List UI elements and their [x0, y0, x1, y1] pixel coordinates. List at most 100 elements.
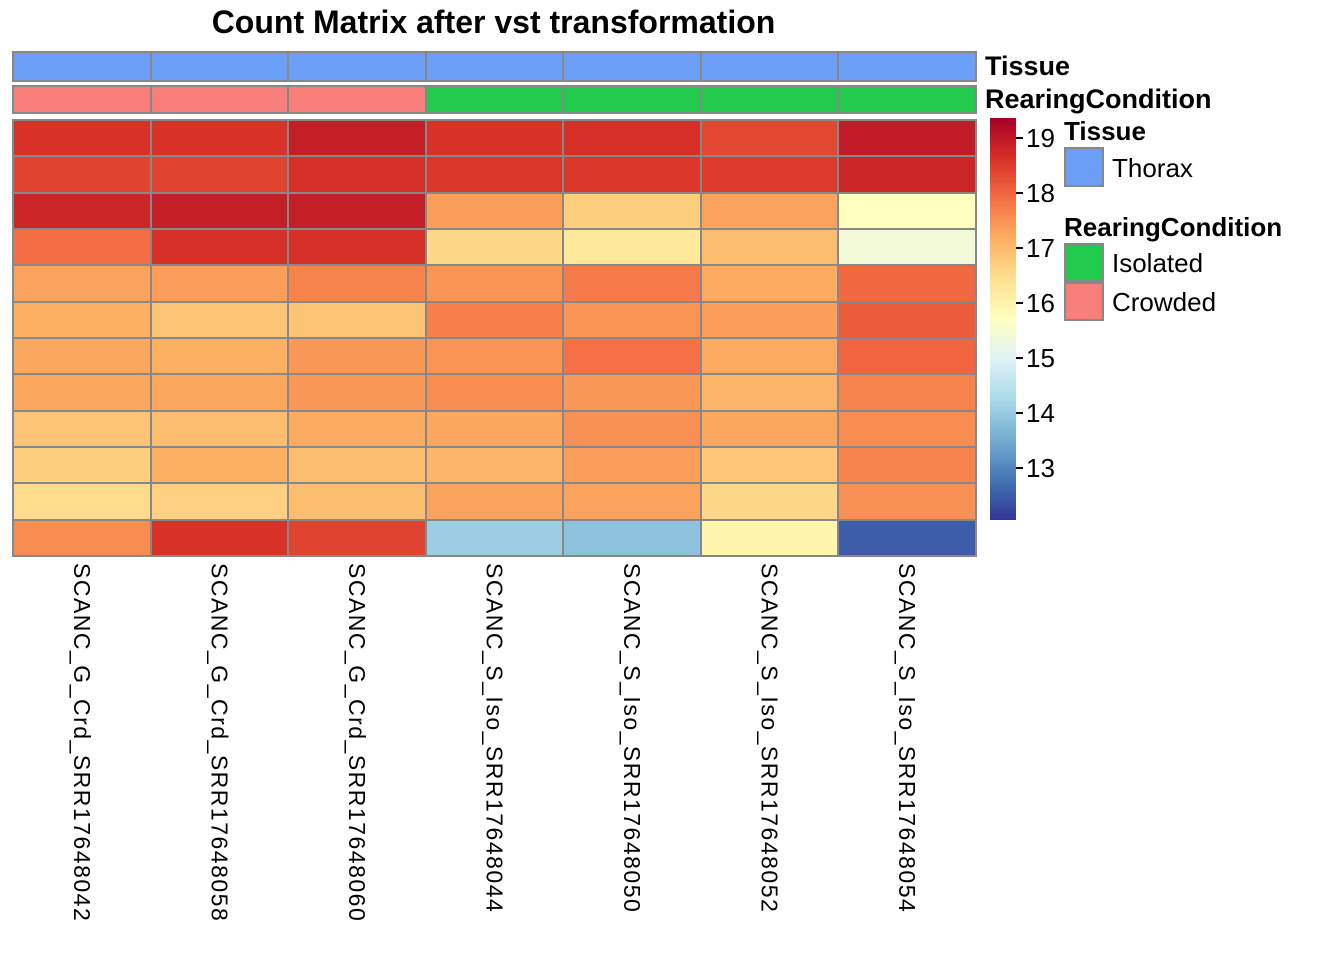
colorbar-tick-label: 15: [1026, 342, 1055, 373]
heatmap-cell: [425, 192, 564, 229]
heatmap-cell: [838, 337, 976, 375]
heatmap-cell: [288, 120, 426, 157]
heatmap-cell: [700, 410, 839, 447]
heatmap-cell: [13, 228, 151, 266]
heatmap-cell: [563, 265, 701, 302]
colorbar-tick: [1016, 191, 1023, 194]
colorbar-tick-label: 16: [1026, 287, 1055, 318]
column-label: SCANC_G_Crd_SRR17648042: [68, 563, 95, 923]
heatmap-cell: [700, 156, 839, 193]
colorbar: [990, 118, 1016, 520]
heatmap-cell: [563, 337, 701, 375]
heatmap-cell: [150, 410, 289, 447]
column-label: SCANC_S_Iso_SRR17648052: [756, 563, 783, 914]
heatmap-cell: [13, 301, 151, 338]
heatmap-cell: [838, 265, 976, 302]
heatmap-cell: [838, 120, 976, 157]
heatmap-cell: [425, 120, 564, 157]
heatmap-cell: [150, 301, 289, 338]
heatmap-cell: [150, 483, 289, 520]
heatmap-cell: [563, 483, 701, 520]
heatmap-cell: [288, 483, 426, 520]
heatmap-cell: [425, 265, 564, 302]
heatmap-cell: [13, 519, 151, 556]
heatmap-cell: [838, 374, 976, 411]
rearingcondition-row-label: RearingCondition: [985, 84, 1212, 114]
column-label: SCANC_S_Iso_SRR17648044: [481, 563, 508, 914]
thorax-label: Thorax: [1112, 153, 1193, 183]
colorbar-tick-label: 13: [1026, 452, 1055, 483]
heatmap-cell: [288, 519, 426, 556]
rearingcondition-annotation-cell: [150, 86, 289, 113]
heatmap-cell: [13, 410, 151, 447]
heatmap-cell: [150, 446, 289, 484]
heatmap-cell: [838, 410, 976, 447]
heatmap-cell: [150, 265, 289, 302]
heatmap-cell: [13, 265, 151, 302]
plot-title: Count Matrix after vst transformation: [211, 4, 776, 40]
colorbar-tick: [1016, 136, 1023, 139]
colorbar-tick: [1016, 411, 1023, 414]
column-label: SCANC_S_Iso_SRR17648054: [894, 563, 921, 914]
heatmap-cell: [563, 446, 701, 484]
heatmap-cell: [700, 301, 839, 338]
heatmap-cell: [150, 337, 289, 375]
heatmap-cell: [838, 192, 976, 229]
rearingcondition-annotation-cell: [288, 86, 426, 113]
heatmap-cell: [150, 374, 289, 411]
heatmap-cell: [288, 265, 426, 302]
thorax-swatch: [1064, 147, 1104, 187]
rearingcondition-annotation-cell: [563, 86, 701, 113]
heatmap-cell: [288, 228, 426, 266]
column-label: SCANC_S_Iso_SRR17648050: [619, 563, 646, 914]
heatmap-cell: [838, 228, 976, 266]
tissue-annotation-cell: [13, 52, 151, 81]
heatmap-cell: [700, 483, 839, 520]
heatmap-cell: [13, 192, 151, 229]
heatmap-cell: [13, 156, 151, 193]
heatmap-cell: [700, 120, 839, 157]
tissue-annotation-cell: [425, 52, 564, 81]
heatmap-cell: [425, 410, 564, 447]
tissue-annotation-cell: [838, 52, 976, 81]
heatmap-cell: [288, 301, 426, 338]
heatmap-cell: [425, 374, 564, 411]
isolated-label: Isolated: [1112, 248, 1204, 278]
rearingcondition-annotation-cell: [13, 86, 151, 113]
heatmap-cell: [288, 446, 426, 484]
heatmap-cell: [563, 374, 701, 411]
heatmap-cell: [425, 301, 564, 338]
heatmap-cell: [700, 446, 839, 484]
crowded-label: Crowded: [1112, 287, 1217, 317]
colorbar-tick: [1016, 466, 1023, 469]
heatmap-cell: [150, 192, 289, 229]
heatmap-cell: [13, 374, 151, 411]
tissue-annotation-bar: [12, 51, 977, 82]
heatmap-cell: [838, 483, 976, 520]
heatmap-cell: [150, 228, 289, 266]
heatmap-cell: [13, 483, 151, 520]
heatmap-cell: [838, 446, 976, 484]
heatmap-cell: [425, 446, 564, 484]
heatmap-cell: [838, 156, 976, 193]
heatmap-cell: [425, 483, 564, 520]
heatmap-cell: [288, 337, 426, 375]
colorbar-tick: [1016, 246, 1023, 249]
heatmap-cell: [425, 156, 564, 193]
tissue-annotation-cell: [700, 52, 839, 81]
colorbar-tick: [1016, 356, 1023, 359]
column-label: SCANC_G_Crd_SRR17648058: [206, 563, 233, 923]
heatmap-cell: [13, 446, 151, 484]
heatmap-cell: [700, 228, 839, 266]
rearingcondition-annotation-cell: [700, 86, 839, 113]
heatmap-cell: [563, 410, 701, 447]
heatmap-cell: [13, 120, 151, 157]
colorbar-tick-label: 14: [1026, 397, 1055, 428]
heatmap-cell: [425, 228, 564, 266]
colorbar-tick: [1016, 301, 1023, 304]
heatmap-cell: [150, 120, 289, 157]
heatmap-cell: [700, 265, 839, 302]
heatmap-cell: [563, 301, 701, 338]
heatmap-cell: [563, 192, 701, 229]
